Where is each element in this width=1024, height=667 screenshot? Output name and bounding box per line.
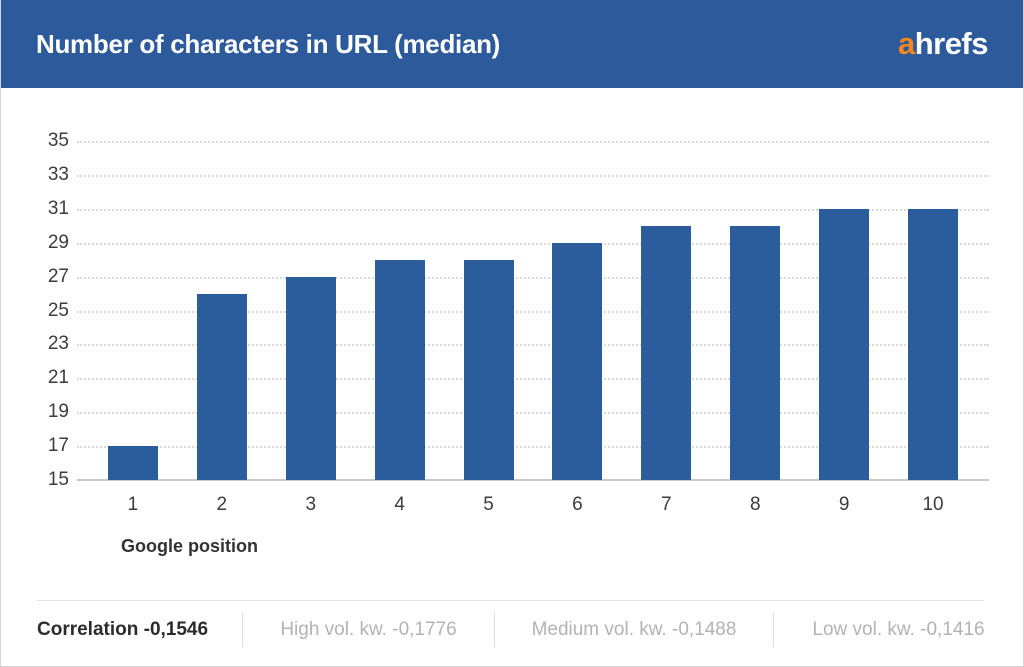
bar xyxy=(819,208,870,480)
gridline xyxy=(77,174,989,177)
gridline xyxy=(77,446,989,449)
gridline xyxy=(77,412,989,415)
y-tick-label: 27 xyxy=(47,265,69,287)
y-tick-label: 17 xyxy=(47,435,69,457)
ahrefs-logo: ahrefs xyxy=(897,26,989,62)
footer-divider-line xyxy=(37,600,984,601)
bar xyxy=(730,225,781,480)
gridline xyxy=(77,378,989,381)
footer-vertical-divider xyxy=(242,613,243,647)
x-tick-label: 9 xyxy=(838,494,850,515)
bar xyxy=(463,259,514,480)
y-tick-label: 15 xyxy=(47,469,69,490)
ahrefs-logo-a: a xyxy=(897,26,915,61)
y-tick-label: 33 xyxy=(47,163,69,185)
x-tick-label: 4 xyxy=(394,494,405,515)
y-tick-label: 21 xyxy=(47,367,69,389)
bar xyxy=(107,446,158,480)
footer-vertical-divider xyxy=(494,613,495,647)
x-axis-title: Google position xyxy=(121,536,258,556)
correlation-high-volume: High vol. kw. -0,1776 xyxy=(280,619,457,640)
y-tick-label: 31 xyxy=(47,197,69,219)
gridline xyxy=(77,276,989,279)
correlation-overall: Correlation -0,1546 xyxy=(37,619,209,640)
gridline xyxy=(77,208,989,211)
bar xyxy=(196,293,247,480)
gridline xyxy=(77,310,989,313)
correlation-medium-volume: Medium vol. kw. -0,1488 xyxy=(531,619,737,640)
correlation-footer: Correlation -0,1546 High vol. kw. -0,177… xyxy=(1,606,1023,654)
x-axis-line xyxy=(77,479,989,481)
gridline xyxy=(77,141,989,143)
header-bar: Number of characters in URL (median) ahr… xyxy=(1,0,1023,88)
x-tick-label: 6 xyxy=(572,494,583,515)
y-tick-label: 19 xyxy=(47,401,69,423)
x-tick-label: 3 xyxy=(305,494,317,515)
bar xyxy=(285,276,336,480)
x-tick-label: 7 xyxy=(661,494,672,515)
bar xyxy=(908,208,959,480)
bar xyxy=(641,225,692,480)
x-tick-label: 8 xyxy=(749,494,761,515)
x-tick-label: 10 xyxy=(922,494,944,515)
correlation-low-volume: Low vol. kw. -0,1416 xyxy=(812,619,985,640)
footer-vertical-divider xyxy=(773,613,774,647)
x-tick-label: 5 xyxy=(483,494,494,515)
bar xyxy=(552,242,603,480)
gridline xyxy=(77,242,989,245)
y-tick-label: 29 xyxy=(47,231,69,253)
ahrefs-logo-rest: hrefs xyxy=(914,26,989,61)
y-tick-label: 35 xyxy=(47,130,69,151)
y-tick-label: 25 xyxy=(47,299,69,321)
gridline xyxy=(77,344,989,347)
x-tick-label: 1 xyxy=(127,494,139,515)
page-title: Number of characters in URL (median) xyxy=(36,28,501,59)
y-tick-label: 23 xyxy=(47,333,69,355)
bar xyxy=(374,259,425,480)
x-tick-label: 2 xyxy=(216,494,228,515)
